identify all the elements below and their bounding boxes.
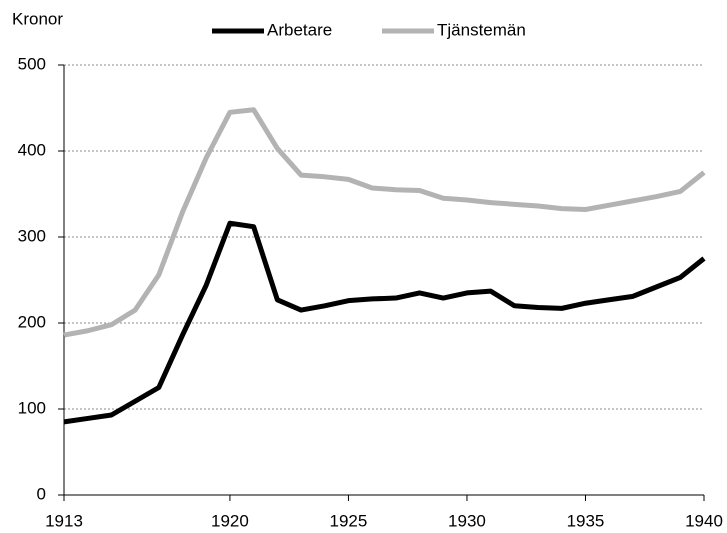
y-tick-label: 500 [18,54,46,73]
y-tick-label: 0 [37,484,46,503]
x-tick-label: 1925 [330,511,368,530]
y-tick-label: 200 [18,312,46,331]
y-axis-label: Kronor [12,9,63,28]
legend-label: Tjänstemän [437,20,526,39]
x-tick-label: 1913 [45,511,83,530]
series-line [63,107,706,338]
series-line [63,220,706,425]
x-tick-label: 1940 [685,511,723,530]
legend-label: Arbetare [267,20,332,39]
x-tick-label: 1920 [211,511,249,530]
y-tick-label: 300 [18,226,46,245]
x-tick-label: 1935 [567,511,605,530]
y-tick-label: 400 [18,140,46,159]
x-tick-label: 1930 [448,511,486,530]
y-tick-label: 100 [18,398,46,417]
